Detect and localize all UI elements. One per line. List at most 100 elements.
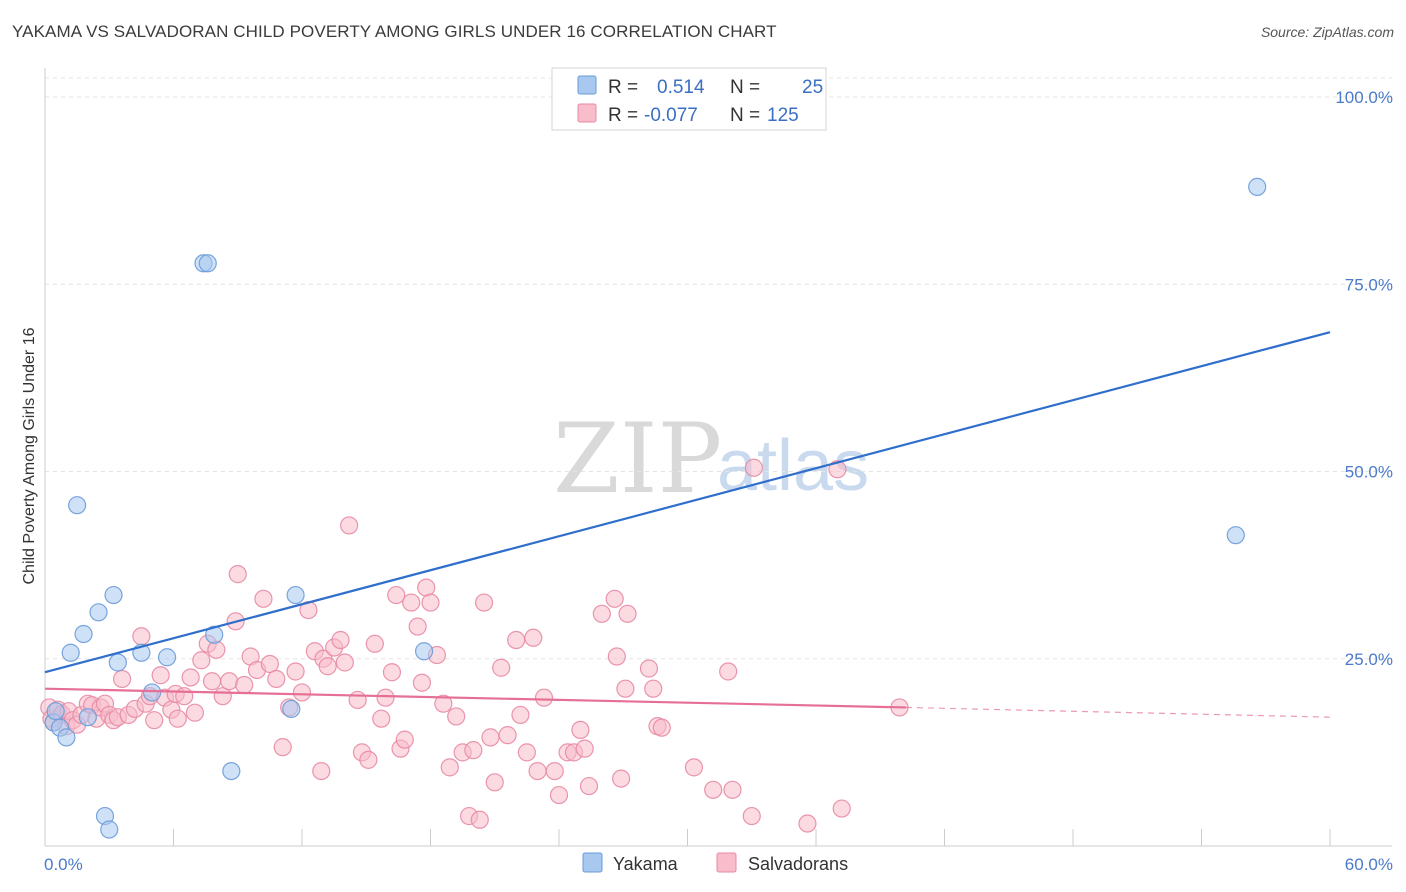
point-yakama: [89, 603, 108, 622]
point-salvadorans: [828, 460, 847, 479]
x-tick-label: 0.0%: [44, 855, 83, 874]
source-label: Source: ZipAtlas.com: [1260, 24, 1394, 40]
point-salvadorans: [605, 589, 624, 608]
point-salvadorans: [723, 780, 742, 799]
point-salvadorans: [145, 711, 164, 730]
legend-swatch-yakama: [577, 75, 597, 95]
point-salvadorans: [168, 709, 187, 728]
y-tick-label: 50.0%: [1345, 463, 1393, 482]
bottom-legend-label-salvadorans: Salvadorans: [748, 854, 848, 874]
point-salvadorans: [192, 651, 211, 670]
point-yakama: [282, 699, 301, 719]
point-salvadorans: [181, 668, 200, 687]
point-salvadorans: [592, 604, 611, 623]
point-salvadorans: [207, 640, 226, 659]
point-salvadorans: [185, 703, 205, 722]
point-salvadorans: [260, 654, 279, 674]
point-salvadorans: [498, 726, 517, 745]
point-yakama: [74, 624, 93, 644]
point-salvadorans: [254, 589, 273, 608]
trend-line-extension-salvadorans: [905, 706, 1331, 718]
point-salvadorans: [408, 617, 427, 636]
point-salvadorans: [507, 630, 526, 650]
point-salvadorans: [359, 750, 378, 769]
point-salvadorans: [704, 780, 723, 799]
point-salvadorans: [440, 758, 459, 777]
point-salvadorans: [132, 627, 151, 646]
point-yakama: [142, 683, 162, 702]
y-axis-label: Child Poverty Among Girls Under 16: [21, 327, 38, 584]
point-salvadorans: [331, 630, 350, 650]
chart-title: YAKAMA VS SALVADORAN CHILD POVERTY AMONG…: [12, 22, 777, 41]
point-salvadorans: [575, 739, 594, 758]
y-tick-label: 25.0%: [1345, 650, 1393, 669]
y-tick-label: 75.0%: [1345, 275, 1393, 294]
point-salvadorans: [402, 593, 421, 612]
legend-n-label-salvadorans: N =: [730, 105, 760, 126]
bottom-legend: Yakama Salvadorans: [582, 852, 848, 874]
point-yakama: [157, 648, 177, 667]
point-salvadorans: [511, 705, 530, 725]
trend-lines: [44, 331, 1331, 718]
point-salvadorans: [273, 738, 292, 757]
legend-n-label-yakama: N =: [730, 77, 760, 98]
point-salvadorans: [151, 666, 170, 685]
point-yakama: [222, 761, 241, 781]
point-yakama: [108, 653, 127, 672]
point-salvadorans: [579, 776, 599, 796]
point-yakama: [414, 642, 434, 661]
point-yakama: [78, 708, 97, 727]
point-salvadorans: [639, 659, 659, 678]
point-salvadorans: [112, 669, 132, 689]
point-salvadorans: [434, 694, 453, 713]
point-yakama: [61, 643, 80, 662]
point-salvadorans: [292, 683, 312, 702]
point-salvadorans: [395, 730, 414, 749]
point-yakama: [286, 585, 305, 605]
point-salvadorans: [652, 718, 671, 737]
point-salvadorans: [202, 672, 222, 691]
point-salvadorans: [571, 720, 590, 740]
point-yakama: [46, 702, 65, 721]
legend-r-value-salvadorans: -0.077: [644, 105, 698, 126]
point-yakama: [1226, 526, 1245, 545]
point-salvadorans: [485, 773, 504, 792]
point-salvadorans: [312, 761, 331, 781]
point-salvadorans: [228, 565, 247, 584]
legend-box: R = 0.514 N = 25 R = -0.077 N = 125: [551, 67, 827, 131]
point-salvadorans: [372, 709, 391, 728]
point-salvadorans: [340, 516, 359, 535]
point-salvadorans: [220, 672, 239, 691]
point-salvadorans: [528, 761, 547, 781]
point-salvadorans: [412, 673, 432, 692]
legend-n-value-yakama: 25: [802, 77, 823, 98]
point-yakama: [104, 585, 123, 605]
trend-line-salvadorans: [44, 687, 906, 709]
point-salvadorans: [549, 785, 569, 805]
point-salvadorans: [517, 743, 536, 762]
point-salvadorans: [318, 657, 337, 676]
point-salvadorans: [744, 458, 763, 477]
point-salvadorans: [616, 679, 635, 698]
point-yakama: [68, 496, 87, 515]
y-tick-label: 100.0%: [1335, 88, 1393, 107]
point-salvadorans: [742, 806, 761, 826]
x-tick-labels: 0.0% 60.0%: [44, 855, 1393, 874]
point-salvadorans: [417, 578, 436, 597]
point-salvadorans: [421, 593, 440, 612]
point-salvadorans: [365, 634, 384, 653]
point-yakama: [205, 625, 224, 644]
point-salvadorans: [348, 690, 367, 710]
watermark-zip: ZIP: [553, 403, 722, 515]
legend-r-value-yakama: 0.514: [657, 77, 705, 98]
point-yakama: [198, 254, 217, 273]
x-tick-label: 60.0%: [1345, 855, 1393, 874]
point-salvadorans: [175, 687, 194, 706]
point-salvadorans: [492, 658, 511, 677]
point-salvadorans: [286, 662, 305, 681]
point-salvadorans: [335, 653, 354, 672]
bottom-legend-label-yakama: Yakama: [613, 854, 679, 874]
point-salvadorans: [832, 799, 851, 818]
point-salvadorans: [470, 810, 489, 829]
